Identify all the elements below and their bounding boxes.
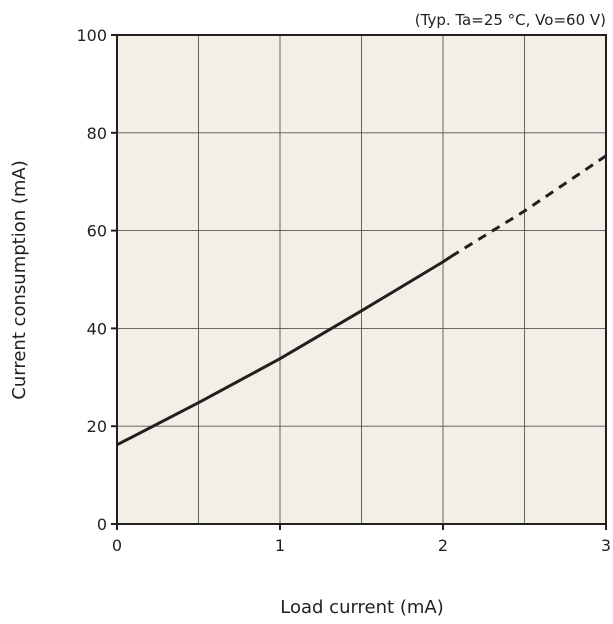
y-tick-label: 80: [87, 124, 107, 143]
chart-annotation: (Typ. Ta=25 °C, Vo=60 V): [415, 11, 606, 29]
axes: [111, 34, 607, 530]
series-line-dashed: [450, 154, 607, 258]
x-tick-label: 3: [601, 536, 611, 555]
series-line-solid: [116, 255, 452, 447]
tick-labels: 0 20 40 60 80 100 0 1 2 3: [76, 26, 611, 555]
grid-lines: [117, 35, 606, 524]
y-axis-title: Current consumption (mA): [9, 160, 30, 399]
series-lines: [116, 154, 607, 447]
x-tick-label: 2: [438, 536, 448, 555]
y-tick-label: 20: [87, 417, 107, 436]
y-tick-label: 60: [87, 222, 107, 241]
x-tick-label: 0: [112, 536, 122, 555]
y-tick-label: 100: [76, 26, 107, 45]
y-tick-label: 0: [97, 515, 107, 534]
x-tick-label: 1: [275, 536, 285, 555]
x-axis-title: Load current (mA): [280, 597, 443, 618]
plot-frame: [116, 34, 607, 525]
y-tick-label: 40: [87, 319, 107, 338]
